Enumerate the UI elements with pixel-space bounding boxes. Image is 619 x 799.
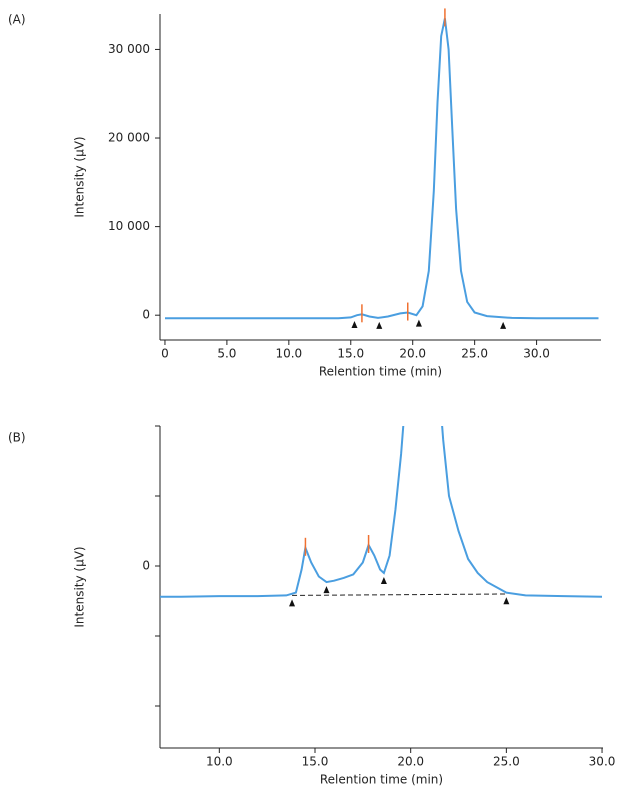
plot-area xyxy=(165,18,599,320)
boundary-marker xyxy=(323,586,330,594)
x-tick-label: 25.0 xyxy=(461,347,488,361)
boundary-marker xyxy=(503,597,510,605)
x-tick-label: 15.0 xyxy=(337,347,364,361)
x-tick-label: 0 xyxy=(161,347,169,361)
y-tick-label: 0 xyxy=(142,308,150,322)
y-tick-label: 10 000 xyxy=(108,219,150,233)
boundary-marker xyxy=(500,321,507,329)
x-tick-label: 10.0 xyxy=(275,347,302,361)
x-tick-label: 10.0 xyxy=(206,755,233,769)
boundary-marker xyxy=(376,321,383,329)
x-tick-label: 30.0 xyxy=(589,755,616,769)
panel-label: (A) xyxy=(8,13,26,27)
y-axis-label: Intensity (µV) xyxy=(73,136,87,217)
boundary-marker xyxy=(289,599,296,607)
boundary-marker xyxy=(351,320,358,328)
chromatogram-line xyxy=(160,426,603,598)
panel-label: (B) xyxy=(8,431,26,445)
y-tick-label: 0 xyxy=(142,559,150,573)
x-tick-label: 20.0 xyxy=(397,755,424,769)
boundary-marker xyxy=(380,577,387,584)
x-axis-label: Relention time (min) xyxy=(320,773,443,787)
y-tick-label: 20 000 xyxy=(108,131,150,145)
x-axis-label: Relention time (min) xyxy=(319,365,442,379)
boundary-marker xyxy=(415,319,422,327)
chromatogram-line xyxy=(165,18,599,320)
x-tick-label: 25.0 xyxy=(493,755,520,769)
x-tick-label: 30.0 xyxy=(523,347,550,361)
y-axis-label: Intensity (µV) xyxy=(73,546,87,627)
x-tick-label: 15.0 xyxy=(302,755,329,769)
plot-area xyxy=(160,426,603,598)
x-tick-label: 20.0 xyxy=(399,347,426,361)
x-tick-label: 5.0 xyxy=(217,347,236,361)
y-tick-label: 30 000 xyxy=(108,42,150,56)
baseline xyxy=(292,593,507,596)
